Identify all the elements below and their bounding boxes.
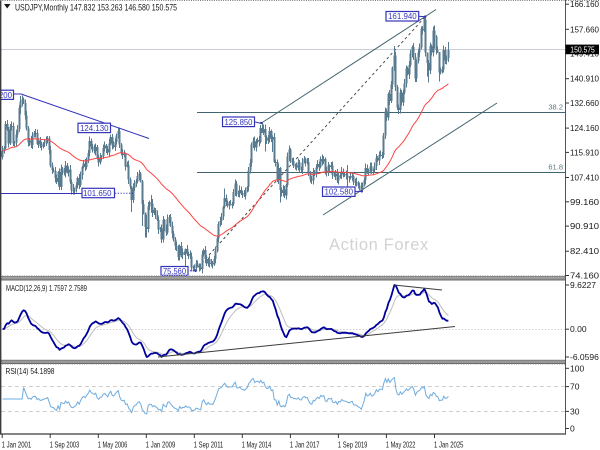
svg-text:1 Jan 2017: 1 Jan 2017 <box>290 440 320 450</box>
svg-text:RSI(14) 54.1898: RSI(14) 54.1898 <box>6 366 55 376</box>
svg-text:9.6227: 9.6227 <box>570 280 596 290</box>
svg-text:70: 70 <box>570 382 580 392</box>
svg-text:1 May 2006: 1 May 2006 <box>98 440 128 450</box>
svg-text:1 Sep 2011: 1 Sep 2011 <box>194 440 224 450</box>
svg-text:161.940: 161.940 <box>388 12 417 21</box>
svg-text:166.160: 166.160 <box>570 0 599 9</box>
svg-text:Action Forex: Action Forex <box>329 236 429 254</box>
svg-text:1 Sep 2019: 1 Sep 2019 <box>338 440 368 450</box>
svg-text:1 May 2014: 1 May 2014 <box>242 440 272 450</box>
svg-text:1 Sep 2003: 1 Sep 2003 <box>50 440 80 450</box>
svg-text:157.660: 157.660 <box>570 24 599 34</box>
svg-text:100: 100 <box>570 363 584 373</box>
svg-text:USDJPY,Monthly 147.832 153.26: USDJPY,Monthly 147.832 153.263 146.580 1… <box>15 3 177 13</box>
svg-text:140.910: 140.910 <box>570 74 599 84</box>
svg-text:99.160: 99.160 <box>570 197 599 207</box>
svg-text:61.8: 61.8 <box>548 163 563 172</box>
svg-text:135.200: 135.200 <box>0 91 12 100</box>
svg-text:1 Jan 2009: 1 Jan 2009 <box>146 440 176 450</box>
svg-text:38.2: 38.2 <box>548 103 563 112</box>
svg-text:82.410: 82.410 <box>570 246 599 256</box>
svg-text:0: 0 <box>570 424 575 434</box>
svg-text:0.00: 0.00 <box>570 324 587 334</box>
svg-text:1 May 2022: 1 May 2022 <box>386 440 416 450</box>
svg-text:1 Jan 2001: 1 Jan 2001 <box>2 440 32 450</box>
svg-text:124.160: 124.160 <box>570 123 599 133</box>
svg-text:115.910: 115.910 <box>570 147 599 157</box>
svg-text:90.910: 90.910 <box>570 221 599 231</box>
svg-text:150.575: 150.575 <box>570 44 595 54</box>
svg-text:102.580: 102.580 <box>325 188 354 197</box>
svg-text:30: 30 <box>570 406 580 416</box>
svg-text:107.410: 107.410 <box>570 173 599 183</box>
svg-text:101.650: 101.650 <box>83 189 112 198</box>
svg-text:132.660: 132.660 <box>570 98 599 108</box>
svg-text:125.850: 125.850 <box>225 118 253 127</box>
svg-text:1 Jan 2025: 1 Jan 2025 <box>434 440 464 450</box>
svg-text:MACD(12,26,9) 1.7597 2.7589: MACD(12,26,9) 1.7597 2.7589 <box>6 283 87 293</box>
svg-text:-6.0596: -6.0596 <box>570 352 599 362</box>
svg-text:124.130: 124.130 <box>80 124 109 133</box>
svg-text:75.560: 75.560 <box>163 267 186 276</box>
svg-text:74.160: 74.160 <box>570 271 599 281</box>
